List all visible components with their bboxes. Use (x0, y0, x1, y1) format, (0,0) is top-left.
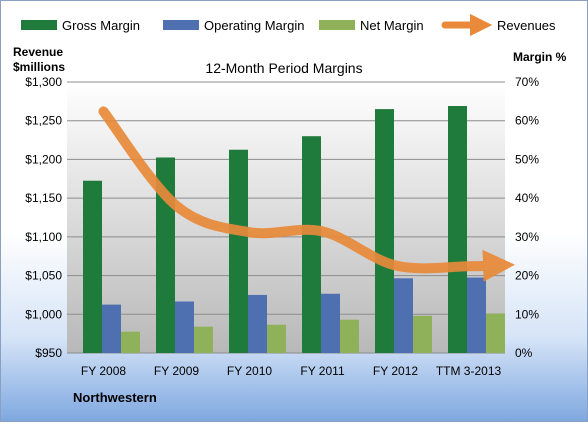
y-left-tick-label: $1,000 (25, 307, 62, 321)
net-margin-bar (413, 315, 432, 353)
y-left-label-line1: Revenue (13, 45, 63, 59)
y-right-tick-label: 50% (515, 152, 539, 166)
gross-margin-bar (302, 136, 321, 353)
operating-margin-bar (394, 278, 413, 353)
gross-margin-bar (375, 109, 394, 353)
net-margin-legend-label: Net Margin (360, 18, 424, 33)
plot-area (67, 82, 505, 353)
gross-margin-legend-label: Gross Margin (62, 18, 140, 33)
gross-margin-bar (229, 149, 248, 353)
y-left-tick-label: $1,100 (25, 230, 62, 244)
y-right-tick-label: 70% (515, 75, 539, 89)
chart-title: 12-Month Period Margins (205, 60, 362, 76)
gross-margin-bar (83, 180, 102, 353)
gross-margin-legend-swatch (21, 20, 57, 30)
y-right-tick-label: 30% (515, 230, 539, 244)
y-left-tick-label: $1,150 (25, 191, 62, 205)
y-right-tick-label: 20% (515, 269, 539, 283)
x-tick-label: TTM 3-2013 (436, 364, 502, 378)
y-left-tick-label: $1,050 (25, 269, 62, 283)
y-left-tick-label: $1,200 (25, 152, 62, 166)
revenues-line (98, 106, 515, 282)
gross-margin-bar (448, 106, 467, 353)
y-right-tick-label: 10% (515, 307, 539, 321)
y-right-tick-label: 60% (515, 114, 539, 128)
x-tick-label: FY 2010 (227, 364, 272, 378)
x-tick-label: FY 2012 (373, 364, 418, 378)
net-margin-bar (340, 319, 359, 353)
y-left-tick-label: $1,300 (25, 75, 62, 89)
operating-margin-bar (321, 293, 340, 353)
y-left-label-line2: $millions (13, 60, 65, 74)
footer-label: Northwestern (73, 390, 157, 405)
y-right-tick-label: 0% (515, 346, 533, 360)
operating-margin-legend-label: Operating Margin (204, 18, 304, 33)
net-margin-bar (194, 326, 213, 353)
x-tick-label: FY 2008 (81, 364, 126, 378)
operating-margin-bar (248, 294, 267, 353)
operating-margin-bar (467, 277, 486, 353)
operating-margin-bar (102, 304, 121, 353)
net-margin-bar (486, 313, 505, 353)
y-left-tick-label: $950 (35, 346, 62, 360)
net-margin-bar (121, 331, 140, 353)
y-right-label: Margin % (513, 50, 567, 64)
x-tick-label: FY 2011 (300, 364, 345, 378)
y-right-tick-label: 40% (515, 191, 539, 205)
y-left-tick-label: $1,250 (25, 114, 62, 128)
net-margin-legend-swatch (319, 20, 355, 30)
net-margin-bar (267, 324, 286, 353)
x-tick-label: FY 2009 (154, 364, 199, 378)
operating-margin-bar (175, 301, 194, 353)
revenues-legend-label: Revenues (497, 18, 556, 33)
operating-margin-legend-swatch (163, 20, 199, 30)
